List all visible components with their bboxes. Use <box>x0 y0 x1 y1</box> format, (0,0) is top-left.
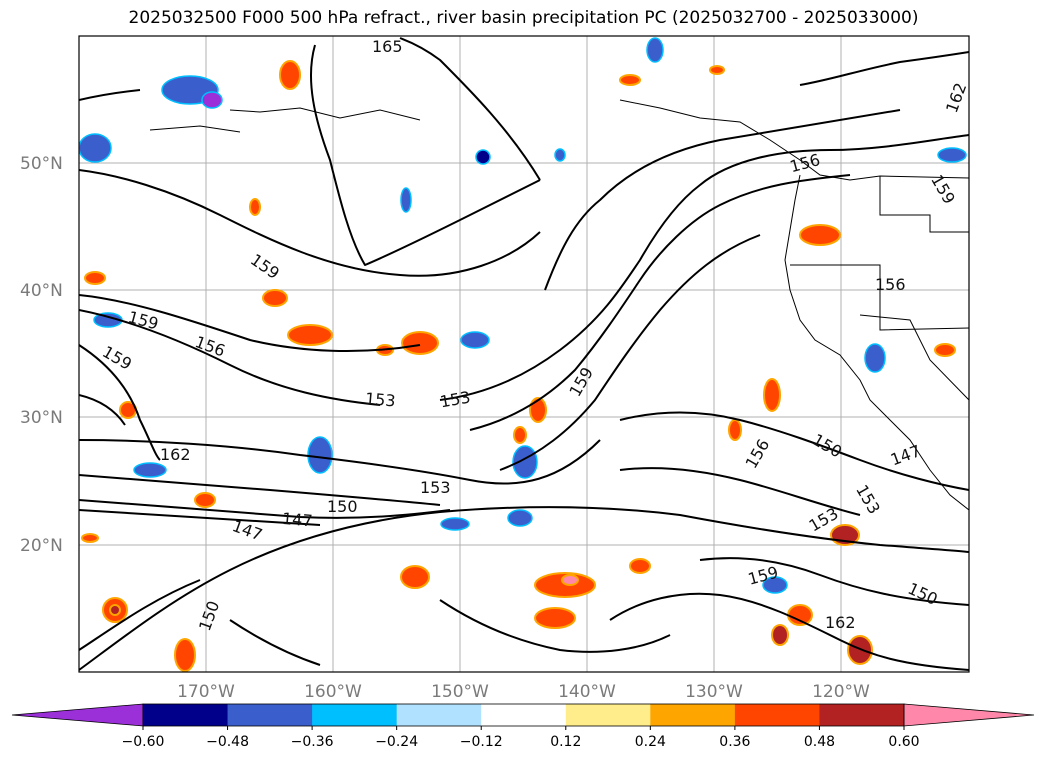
precip-negative-blobs <box>79 37 967 594</box>
precip-positive-blobs <box>81 60 956 672</box>
colorbar-outline <box>142 703 905 727</box>
contour-label: 153 <box>420 478 451 497</box>
colorbar-segment <box>312 704 398 726</box>
lon-label: 170°W <box>177 682 235 702</box>
plot-border <box>78 35 970 673</box>
colorbar-segment <box>650 704 736 726</box>
colorbar-segment <box>565 704 651 726</box>
colorbar-extension-low <box>11 703 144 727</box>
colorbar-tick-label: 0.36 <box>719 734 750 750</box>
colorbar-tick-label: 0.48 <box>804 734 835 750</box>
colorbar-tick-label: −0.12 <box>460 734 503 750</box>
lon-label: 150°W <box>431 682 489 702</box>
map-title: 2025032500 F000 500 hPa refract., river … <box>128 8 919 28</box>
contour-label: 156 <box>875 275 906 294</box>
colorbar-tick-label: −0.48 <box>206 734 249 750</box>
contour-label: 165 <box>372 37 403 56</box>
lon-label: 120°W <box>812 682 870 702</box>
colorbar-tick-label: −0.60 <box>122 734 165 750</box>
lon-label: 140°W <box>558 682 616 702</box>
lon-label: 130°W <box>685 682 743 702</box>
latitude-labels: 50°N 40°N 30°N 20°N <box>20 154 63 556</box>
colorbar-tick-label: 0.24 <box>635 734 666 750</box>
coastline <box>149 99 969 511</box>
colorbar-segment <box>819 704 905 726</box>
lat-label: 50°N <box>20 154 63 174</box>
lat-label: 40°N <box>20 281 63 301</box>
contour-label: 150 <box>327 497 358 516</box>
lat-label: 20°N <box>20 536 63 556</box>
colorbar-segment <box>481 704 567 726</box>
colorbar-segment <box>734 704 820 726</box>
colorbar-ticks: −0.60 −0.48 −0.36 −0.24 −0.12 0.12 0.24 0.36 0.4… <box>122 726 920 750</box>
colorbar-segment <box>227 704 313 726</box>
colorbar-segment <box>143 704 229 726</box>
colorbar-tick-label: −0.36 <box>291 734 334 750</box>
lon-label: 160°W <box>304 682 362 702</box>
colorbar <box>11 703 1035 727</box>
longitude-labels: 170°W 160°W 150°W 140°W 130°W 120°W <box>177 682 870 702</box>
refractivity-contours <box>79 37 969 671</box>
contour-label: 162 <box>160 445 191 464</box>
lat-label: 30°N <box>20 408 63 428</box>
colorbar-tick-label: 0.60 <box>888 734 919 750</box>
contour-label: 162 <box>825 613 856 632</box>
colorbar-segment <box>396 704 482 726</box>
contour-label: 147 <box>281 509 313 531</box>
colorbar-extension-high <box>903 703 1035 727</box>
colorbar-tick-label: −0.24 <box>375 734 418 750</box>
contour-label: 153 <box>364 389 396 411</box>
colorbar-tick-label: 0.12 <box>550 734 581 750</box>
plot-area <box>79 36 969 672</box>
